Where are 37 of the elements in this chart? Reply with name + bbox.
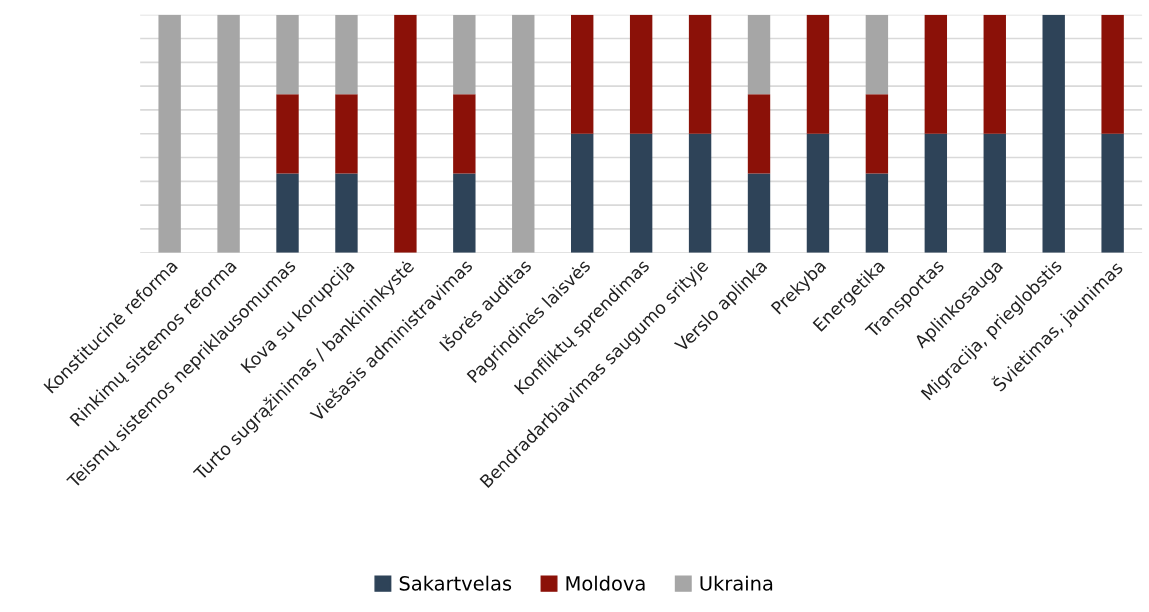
bar <box>629 14 653 134</box>
bar <box>806 133 830 253</box>
bar <box>924 14 948 134</box>
bar <box>747 94 771 174</box>
bar <box>983 133 1006 253</box>
bar <box>335 94 358 174</box>
bar <box>453 14 476 95</box>
bar <box>688 133 712 253</box>
bar <box>806 14 830 134</box>
bar <box>394 14 417 253</box>
legend-label: Sakartvelas <box>399 575 512 591</box>
bar <box>865 94 889 174</box>
legend-label: Moldova <box>566 575 645 591</box>
bar <box>276 14 299 95</box>
legend-label: Ukraina <box>700 575 773 591</box>
bar <box>629 133 653 253</box>
bar <box>1101 14 1124 134</box>
bar <box>571 14 594 134</box>
bar <box>747 173 771 253</box>
bar <box>1042 14 1065 253</box>
bar <box>865 14 889 95</box>
bar <box>512 14 535 253</box>
bar <box>865 173 889 253</box>
bar <box>571 133 594 253</box>
bar <box>276 173 299 253</box>
bar <box>747 14 771 95</box>
bar <box>983 14 1006 134</box>
bar <box>453 94 476 174</box>
bar <box>453 173 476 253</box>
bar <box>924 133 948 253</box>
bar <box>276 94 299 174</box>
bar <box>217 14 240 253</box>
bar <box>335 14 358 95</box>
bar <box>688 14 712 134</box>
bar <box>335 173 358 253</box>
bar <box>1101 133 1124 253</box>
bar <box>158 14 181 253</box>
